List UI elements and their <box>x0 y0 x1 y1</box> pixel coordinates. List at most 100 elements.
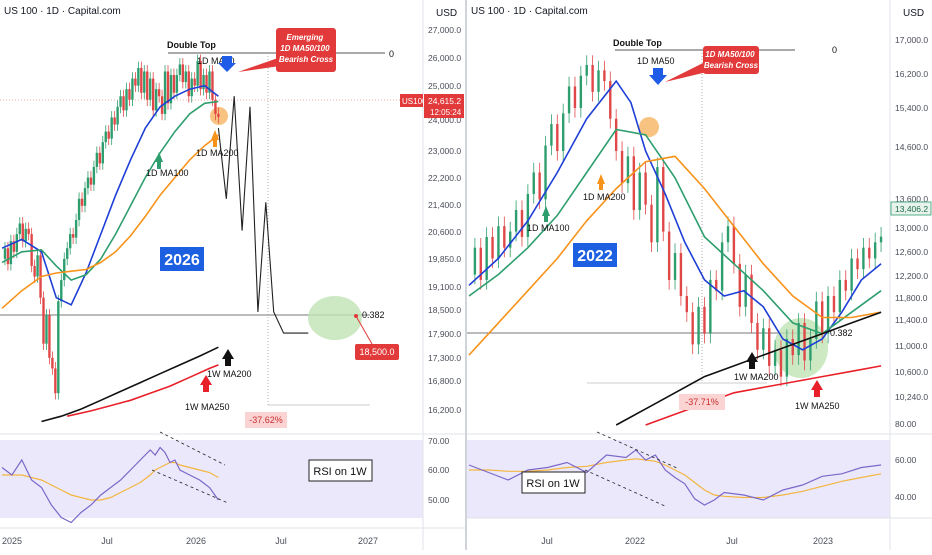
right-chart-panel[interactable]: US 100 · 1D · Capital.com USD 17,000.0 16… <box>467 0 932 550</box>
left-chart-panel[interactable]: US 100 · 1D · Capital.com USD 27,000.0 26… <box>0 0 465 550</box>
w-ma200-label: 1W MA200 <box>734 372 779 382</box>
double-top-level: 0 <box>389 49 394 59</box>
time-tick-label: Jul <box>726 536 738 546</box>
price-tick-label: 25,000.0 <box>428 81 461 91</box>
candle-body <box>697 306 700 345</box>
rsi-line <box>1 446 219 524</box>
candle-body <box>15 234 19 252</box>
candle-body <box>532 172 535 194</box>
candle-body <box>838 279 842 313</box>
ma200-label: 1D MA200 <box>583 192 626 202</box>
target-box <box>355 344 399 360</box>
svg-text:1D MA50/100 Bearish: 1D MA50/100 Bearish Cross <box>704 50 759 70</box>
candle-body <box>685 296 689 313</box>
chart-title: US 100 · 1D · Capital.com <box>4 6 121 17</box>
candle-body <box>856 258 859 270</box>
last-price-value: 13,406.2 <box>895 204 928 214</box>
w-ma200-arrow-icon <box>222 349 234 366</box>
ma50-label: 1D MA50 <box>637 56 675 66</box>
time-tick-label: 2023 <box>813 536 833 546</box>
candle-body <box>585 64 588 76</box>
ma200-arrow-icon <box>211 130 219 147</box>
series-line-ma200 <box>468 155 882 356</box>
year-badge <box>573 243 617 267</box>
candle-body <box>68 234 72 249</box>
candle-body <box>491 236 494 259</box>
candle-body <box>12 241 16 252</box>
candle-body <box>131 78 134 100</box>
candle-body <box>166 71 170 104</box>
rsi-tick-label: 40.00 <box>895 492 917 502</box>
series-line-wma250 <box>645 365 882 426</box>
candle-body <box>178 64 182 76</box>
price-tick-label: 27,000.0 <box>428 25 461 35</box>
price-tick-label: 11,400.0 <box>895 315 928 325</box>
double-top-label: Double Top <box>613 38 662 48</box>
fib-label: 0.382 <box>830 328 853 338</box>
candle-body <box>107 131 110 139</box>
cross-callout: Emerging 1D MA50/100 Bearish Cross <box>238 28 336 72</box>
series-line-ma50 <box>1 84 219 306</box>
candle-body <box>181 64 185 83</box>
price-tick-label: 19,850.0 <box>428 254 461 264</box>
candle-body <box>125 89 128 111</box>
candle-body <box>86 177 90 189</box>
price-tick-label: 12,200.0 <box>895 271 928 281</box>
candle-body <box>113 117 116 125</box>
ma50-arrow-icon <box>218 56 236 72</box>
candle-body <box>66 248 69 259</box>
candle-body <box>644 172 647 205</box>
candle-body <box>143 71 146 93</box>
candle-body <box>573 86 577 108</box>
candle-body <box>715 279 718 291</box>
price-tick-label: 22,200.0 <box>428 173 461 183</box>
candle-body <box>30 234 33 266</box>
price-axis[interactable]: 27,000.0 26,000.0 25,000.0 24,000.0 23,000.0… <box>428 25 461 415</box>
time-axis[interactable]: 2025 Jul 2026 Jul 2027 <box>2 536 378 546</box>
candle-body <box>169 75 173 104</box>
candle-body <box>98 152 102 164</box>
currency-label: USD <box>903 8 924 19</box>
candle-body <box>54 368 57 394</box>
time-tick-label: 2025 <box>2 536 22 546</box>
rsi-tick-label: 50.00 <box>428 495 450 505</box>
candle-body <box>779 349 783 377</box>
price-axis[interactable]: 17,000.0 16,200.0 15,400.0 14,600.0 13,600.0… <box>895 35 928 402</box>
rsi-channel-lower <box>151 469 229 504</box>
target-zone-circle <box>308 296 362 340</box>
candle-body <box>116 106 119 125</box>
last-price-value: 24,615.2 <box>428 96 461 106</box>
target-dot <box>354 314 358 318</box>
price-tick-label: 11,000.0 <box>895 341 928 351</box>
series-line-ma100 <box>1 100 219 282</box>
candle-body <box>791 339 794 356</box>
rsi-series-group <box>1 446 219 524</box>
candle-body <box>579 75 583 108</box>
rsi-ma-line <box>469 458 882 499</box>
candle-body <box>832 296 836 313</box>
time-tick-label: 2027 <box>358 536 378 546</box>
price-series-group <box>1 54 309 423</box>
fib-label: 0.382 <box>362 310 385 320</box>
candle-body <box>550 124 553 146</box>
rsi-label: RSI on 1W <box>526 478 580 490</box>
candle-body <box>89 177 93 185</box>
price-tick-label: 14,600.0 <box>895 142 928 152</box>
drop-percent-box <box>245 412 287 428</box>
last-price-countdown: 12:05:24 <box>430 108 462 117</box>
time-axis[interactable]: Jul 2022 Jul 2023 <box>541 536 833 546</box>
rsi-series-group <box>468 449 882 506</box>
candle-body <box>18 223 21 235</box>
candle-body <box>119 96 122 107</box>
ma100-arrow-icon <box>155 152 163 169</box>
candle-body <box>762 328 765 350</box>
candle-body <box>638 172 641 211</box>
candle-body <box>509 231 512 248</box>
candle-body <box>809 339 812 361</box>
price-tick-label: 26,000.0 <box>428 53 461 63</box>
candle-body <box>104 131 107 143</box>
candle-body <box>626 156 630 184</box>
price-tick-label: 11,800.0 <box>895 293 928 303</box>
ma200-arrow-icon <box>597 174 605 190</box>
candle-body <box>211 71 214 100</box>
